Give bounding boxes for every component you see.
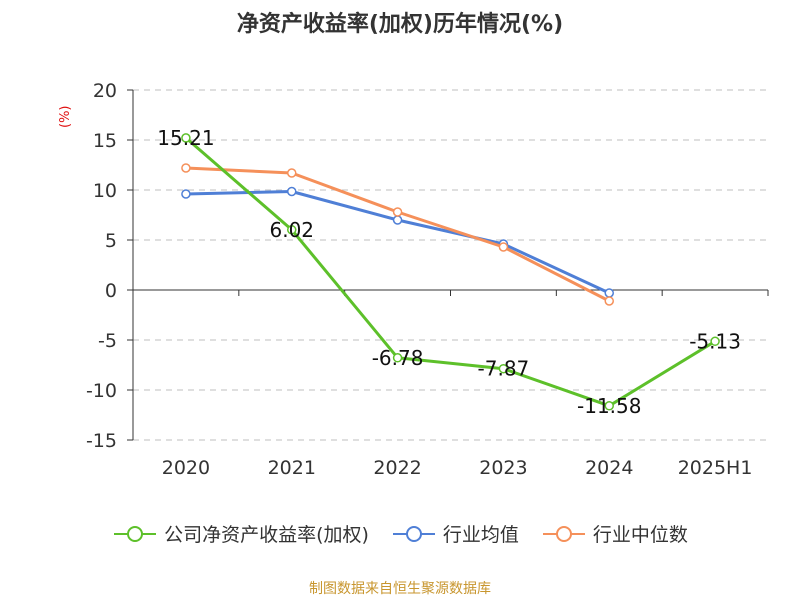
x-tick-label: 2021 — [268, 457, 316, 479]
y-tick-label: 20 — [93, 80, 117, 102]
data-point — [287, 168, 297, 178]
data-point — [392, 207, 403, 217]
series-line — [185, 166, 610, 303]
data-point — [181, 163, 191, 173]
data-labels: 15.21 6.02 -6.78 -7.87 -11.58 -5.13 — [157, 126, 741, 418]
legend-label-industry-median: 行业中位数 — [592, 524, 688, 546]
x-tick-label: 2020 — [162, 457, 210, 479]
y-tick-label: 15 — [93, 130, 117, 152]
data-point — [604, 401, 614, 411]
y-tick-label: 0 — [105, 280, 117, 302]
data-point — [181, 133, 191, 143]
data-point — [604, 296, 614, 306]
y-tick-label: 10 — [93, 180, 117, 202]
data-label: 15.21 — [157, 126, 214, 150]
axes: 20 15 10 5 0 -5 -10 -15 2020 2021 2022 2023 2024 2025… — [86, 80, 769, 479]
legend-item-company-roe[interactable]: 公司净资产收益率(加权) — [112, 520, 369, 547]
x-tick-label: 2022 — [373, 457, 421, 479]
x-tick-label: 2024 — [585, 457, 633, 479]
series-lines — [181, 133, 720, 411]
legend-swatch-orange-icon — [542, 525, 585, 542]
data-point — [181, 189, 191, 199]
chart-title: 净资产收益率(加权)历年情况(%) — [236, 12, 564, 37]
legend-swatch-green-icon — [114, 525, 157, 542]
data-label: -11.58 — [577, 394, 641, 418]
legend-item-industry-mean[interactable]: 行业均值 — [391, 520, 519, 547]
data-point — [498, 242, 509, 252]
data-point — [604, 288, 614, 298]
data-point — [392, 215, 403, 225]
data-label: -7.87 — [478, 357, 530, 381]
y-tick-label: -5 — [98, 330, 117, 352]
y-tick-label: -15 — [86, 430, 117, 452]
legend-swatch-blue-icon — [392, 525, 435, 542]
x-tick-label: 2025H1 — [678, 457, 753, 479]
data-point — [710, 336, 720, 347]
data-source-note: 制图数据来自恒生聚源数据库 — [309, 581, 491, 597]
data-label: 6.02 — [269, 218, 314, 242]
grid-lines — [133, 89, 768, 441]
legend-label-company-roe: 公司净资产收益率(加权) — [164, 524, 369, 546]
data-point — [287, 186, 297, 197]
legend-label-industry-mean: 行业均值 — [442, 524, 519, 546]
y-tick-label: 5 — [105, 230, 117, 252]
data-point — [392, 353, 403, 363]
data-point — [498, 363, 509, 374]
data-label: -5.13 — [689, 329, 741, 353]
data-label: -6.78 — [372, 346, 424, 370]
series-line — [184, 136, 716, 408]
y-tick-label: -10 — [86, 380, 117, 402]
legend-item-industry-median[interactable]: 行业中位数 — [541, 520, 688, 547]
x-tick-label: 2023 — [479, 457, 527, 479]
legend: 公司净资产收益率(加权) 行业均值 行业中位数 — [0, 520, 800, 547]
series-line — [185, 190, 610, 295]
data-point — [287, 225, 297, 235]
